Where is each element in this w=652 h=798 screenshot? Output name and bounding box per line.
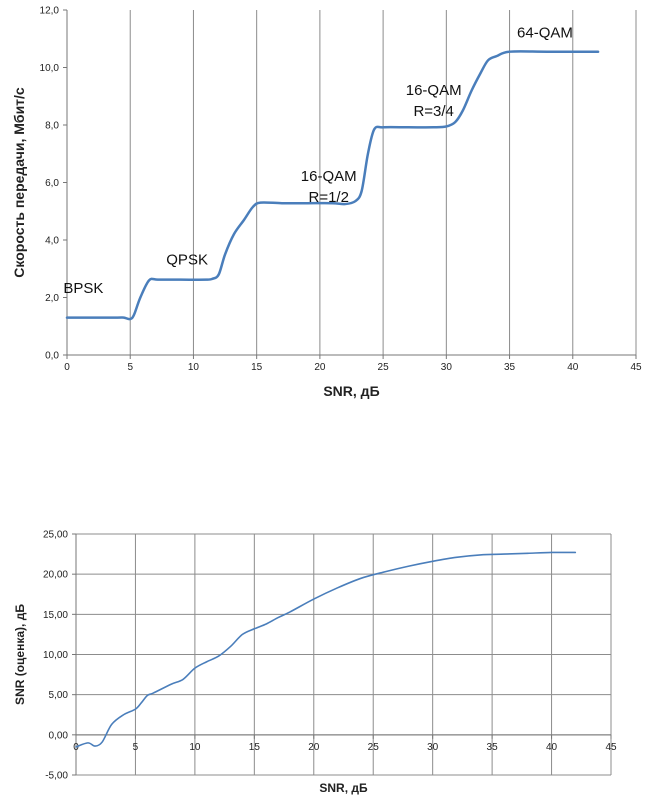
chart-throughput: 0,0 2,0 4,0 6,0 8,0 10,0 12,0 0 5 10 15 20 25 30 35 40 4… [11, 6, 642, 400]
y-tick-label: 2,0 [45, 293, 59, 304]
x-tick-label: 15 [251, 362, 263, 373]
x-tick-label: 25 [368, 742, 380, 753]
annotation-label: BPSK [63, 280, 103, 297]
y-tick-label: 5,00 [49, 690, 69, 701]
y-tick-label: 25,00 [43, 530, 68, 541]
y-axis-title: SNR (оценка), дБ [13, 604, 27, 705]
x-tick-label: 15 [249, 742, 261, 753]
y-tick-label: 6,0 [45, 178, 59, 189]
x-tick-label: 30 [441, 362, 453, 373]
x-tick-label: 40 [567, 362, 579, 373]
x-tick-label: 45 [630, 362, 642, 373]
y-tick-label: 0,00 [49, 730, 69, 741]
annotation-label: 64-QAM [517, 24, 573, 41]
y-tick-label: 4,0 [45, 236, 59, 247]
x-tick-label: 10 [189, 742, 201, 753]
x-tick-label: 0 [64, 362, 70, 373]
annotation-label: R=1/2 [309, 189, 349, 206]
x-tick-label: 30 [427, 742, 439, 753]
x-tick-label: 5 [133, 742, 139, 753]
x-tick-label: 45 [605, 742, 617, 753]
x-tick-label: 35 [487, 742, 499, 753]
y-tick-label: 15,00 [43, 610, 68, 621]
annotation-label: 16-QAM [406, 82, 462, 99]
x-axis-title: SNR, дБ [323, 383, 379, 399]
y-tick-label: -5,00 [45, 771, 68, 782]
y-tick-label: 12,0 [40, 6, 60, 17]
series-line [65, 50, 600, 321]
y-tick-label: 20,00 [43, 570, 68, 581]
x-tick-label: 25 [378, 362, 390, 373]
x-tick-label: 5 [127, 362, 133, 373]
x-axis-title: SNR, дБ [319, 781, 368, 795]
x-tick-label: 10 [188, 362, 200, 373]
y-tick-label: 8,0 [45, 121, 59, 132]
y-tick-label: 0,0 [45, 351, 59, 362]
x-tick-label: 20 [308, 742, 320, 753]
y-axis-title: Скорость передачи, Мбит/с [11, 87, 27, 278]
annotation-label: R=3/4 [413, 103, 453, 120]
annotation-label: QPSK [166, 251, 208, 268]
x-tick-label: 0 [73, 742, 79, 753]
x-tick-label: 40 [546, 742, 558, 753]
y-tick-label: 10,00 [43, 650, 68, 661]
series-line [75, 551, 577, 748]
x-tick-label: 35 [504, 362, 516, 373]
annotation-label: 16-QAM [301, 168, 357, 185]
x-tick-label: 20 [314, 362, 326, 373]
y-tick-label: 10,0 [40, 63, 60, 74]
